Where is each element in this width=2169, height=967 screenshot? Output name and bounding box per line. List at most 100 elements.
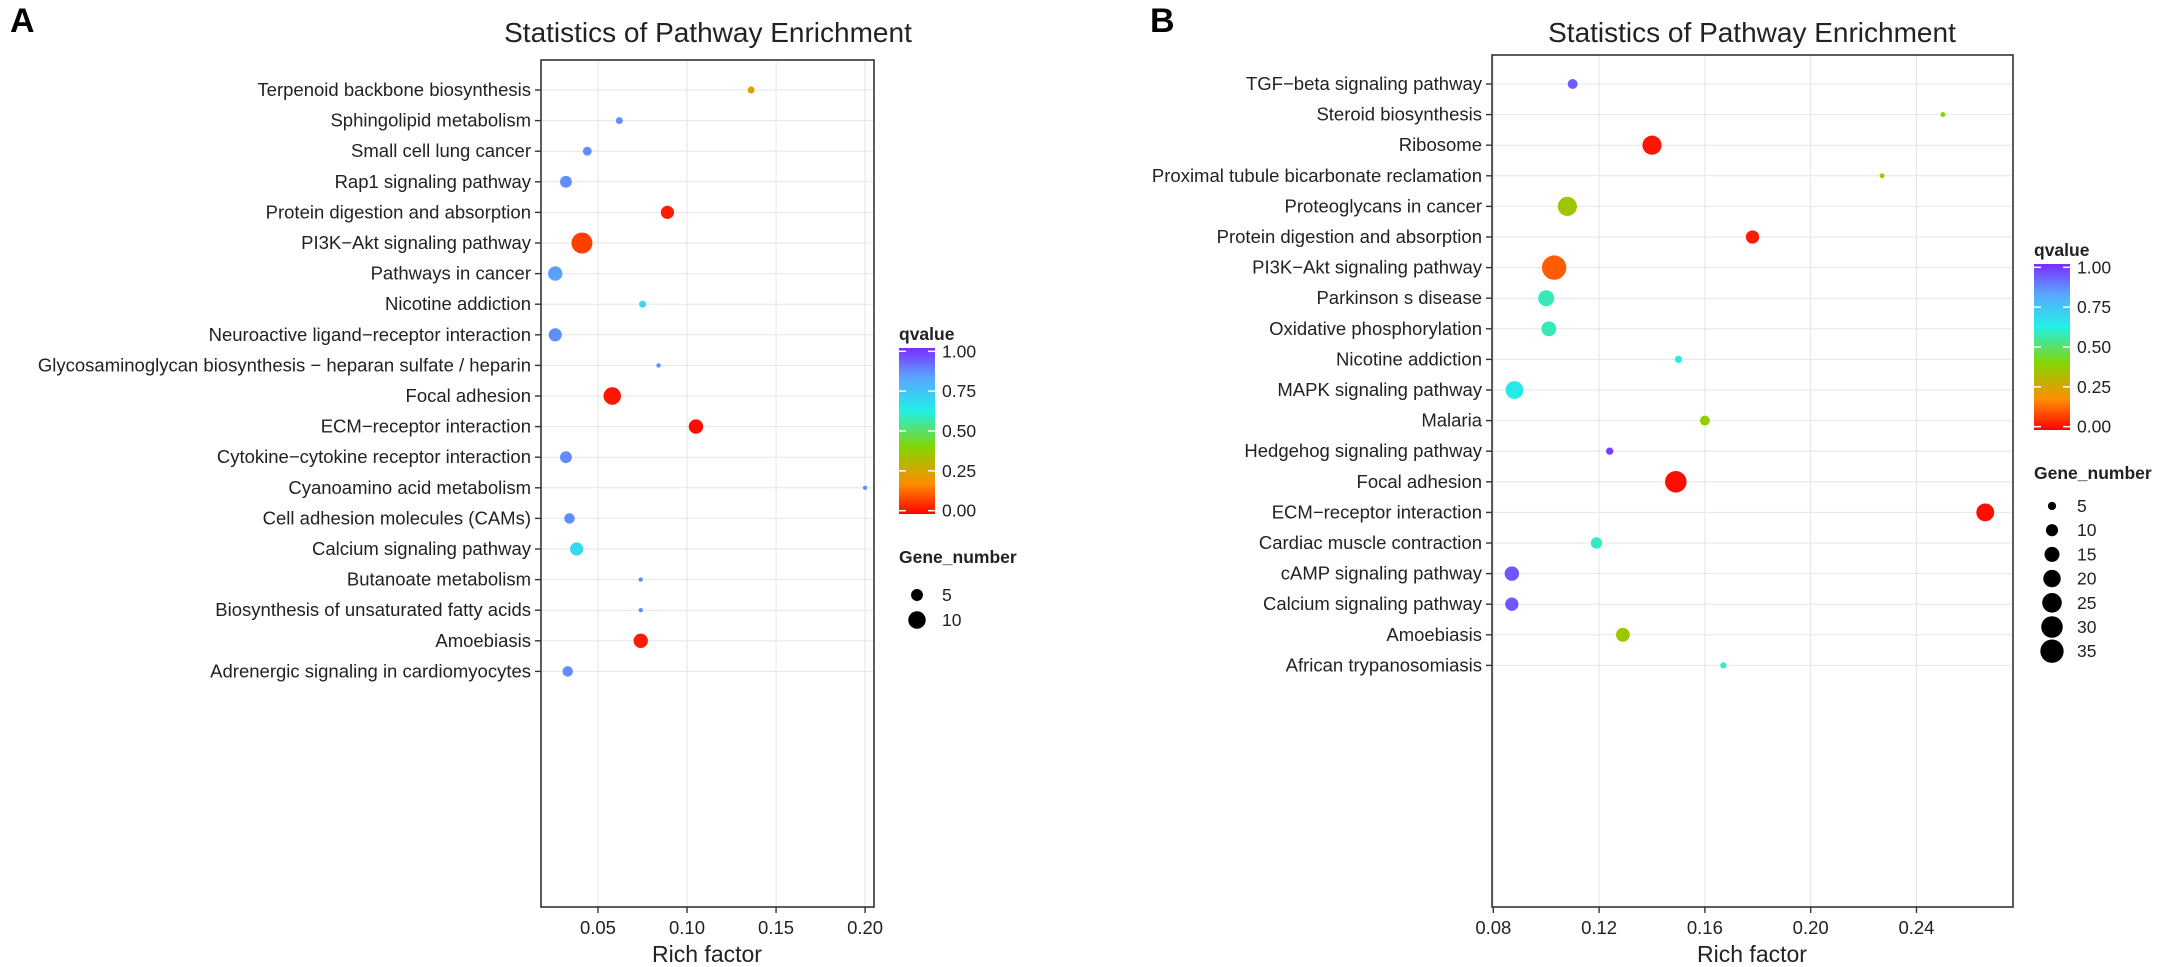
data-point [688, 419, 704, 434]
colorbar-tick-label: 0.00 [942, 501, 976, 521]
pathway-label: Nicotine addiction [1336, 348, 1482, 369]
panel-a-gridlines [541, 60, 874, 907]
panel-b-qvalue-legend-title: qvalue [2034, 240, 2090, 260]
gene-number-key-dot [2047, 501, 2057, 511]
pathway-label: Cell adhesion molecules (CAMs) [263, 507, 531, 528]
panel-b-gene-number-legend-title: Gene_number [2034, 463, 2152, 483]
data-point [862, 485, 868, 490]
gene-number-key-label: 35 [2077, 641, 2096, 661]
data-point [564, 513, 575, 524]
panel-a-x-ticks: 0.05 0.10 0.15 0.20 [580, 907, 883, 938]
pathway-label: Rap1 signaling pathway [335, 171, 532, 192]
panel-a-x-axis-title: Rich factor [652, 941, 762, 967]
colorbar-tick-label: 0.25 [942, 461, 976, 481]
panel-a-qvalue-legend: qvalue 1.00 0.75 0.50 0.25 0.00 [899, 324, 976, 521]
panel-b-x-ticks: 0.08 0.12 0.16 0.20 0.24 [1475, 907, 1934, 938]
panel-b-gene-number-keys: 5 10 15 20 25 30 35 [2040, 496, 2097, 663]
panel-a-gene-number-legend-title: Gene_number [899, 547, 1017, 567]
pathway-label: MAPK signaling pathway [1277, 379, 1482, 400]
data-point [548, 328, 562, 342]
pathway-label: Calcium signaling pathway [1263, 593, 1483, 614]
pathway-label: Steroid biosynthesis [1316, 104, 1482, 125]
gene-number-key-dot [2045, 524, 2059, 537]
panel-a-plot-background [541, 60, 874, 907]
pathway-label: African trypanosomiasis [1286, 654, 1482, 675]
panel-b-plot-frame [1491, 54, 2014, 908]
data-point [1720, 662, 1727, 669]
data-point [1615, 627, 1630, 642]
pathway-label: Glycosaminoglycan biosynthesis − heparan… [38, 354, 531, 375]
data-point [1505, 381, 1524, 399]
gene-number-key-label: 10 [942, 610, 962, 630]
pathway-label: Cyanoamino acid metabolism [288, 477, 531, 498]
data-point [1590, 537, 1603, 549]
pathway-label: Nicotine addiction [385, 293, 531, 314]
data-point [1504, 566, 1520, 581]
panel-a-plot-frame [540, 59, 875, 908]
data-point [633, 633, 648, 648]
x-tick-label: 0.24 [1898, 917, 1934, 938]
panel-a-qvalue-legend-title: qvalue [899, 324, 955, 344]
gene-number-key-label: 30 [2077, 617, 2097, 637]
data-point [656, 363, 661, 368]
pathway-label: Protein digestion and absorption [1217, 226, 1482, 247]
colorbar-tick-label: 0.75 [942, 381, 976, 401]
data-point [1538, 290, 1555, 307]
data-point [1567, 79, 1578, 89]
gene-number-key-label: 15 [2077, 544, 2096, 564]
colorbar-tick-label: 0.00 [2077, 417, 2111, 437]
gene-number-key-label: 20 [2077, 569, 2097, 589]
x-tick-label: 0.20 [1793, 917, 1829, 938]
panel-b-gridlines [1492, 55, 2013, 907]
panel-a-title: Statistics of Pathway Enrichment [504, 17, 912, 48]
pathway-label: Oxidative phosphorylation [1269, 318, 1482, 339]
data-point [1745, 230, 1760, 244]
panel-b-letter: B [1150, 2, 1175, 40]
pathway-label: PI3K−Akt signaling pathway [1252, 257, 1483, 278]
pathway-label: cAMP signaling pathway [1281, 563, 1483, 584]
data-point [1699, 415, 1710, 426]
pathway-label: Ribosome [1399, 134, 1482, 155]
colorbar-tick-label: 0.50 [942, 421, 976, 441]
data-point [1879, 173, 1885, 179]
data-point [603, 387, 621, 405]
data-point [639, 300, 646, 308]
data-point [638, 608, 643, 613]
pathway-label: Small cell lung cancer [351, 140, 531, 161]
pathway-label: Amoebiasis [1386, 624, 1482, 645]
data-point [562, 666, 573, 677]
pathway-label: Neuroactive ligand−receptor interaction [209, 324, 531, 345]
panel-b-qvalue-ticks: 1.00 0.75 0.50 0.25 0.00 [2034, 257, 2111, 437]
panel-a-gene-number-legend: Gene_number 5 10 [899, 547, 1017, 630]
data-point [1976, 503, 1995, 522]
data-point [1642, 135, 1662, 155]
colorbar-tick-label: 0.50 [2077, 337, 2111, 357]
panel-b-qvalue-legend: qvalue 1.00 0.75 0.50 0.25 0.00 [2034, 240, 2111, 437]
panel-b-pathway-labels: TGF−beta signaling pathway Steroid biosyn… [1152, 73, 1492, 675]
data-point [1541, 321, 1557, 337]
panel-b: B Statistics of Pathway Enrichment TGF−b… [1150, 2, 2152, 967]
pathway-label: Hedgehog signaling pathway [1244, 440, 1482, 461]
panel-b-plot-background [1492, 55, 2013, 907]
data-point [1557, 196, 1577, 216]
data-point [570, 542, 584, 556]
panel-a: A Statistics of Pathway Enrichment Terpe… [10, 2, 1017, 967]
pathway-label: ECM−receptor interaction [1272, 501, 1482, 522]
data-point [559, 451, 572, 464]
pathway-label: Terpenoid backbone biosynthesis [257, 79, 531, 100]
pathway-label: Biosynthesis of unsaturated fatty acids [215, 599, 531, 620]
gene-number-key-dot [911, 589, 923, 601]
pathway-label: Focal adhesion [406, 385, 531, 406]
panel-a-pathway-labels: Terpenoid backbone biosynthesis Sphingoli… [38, 79, 541, 681]
pathway-label: Malaria [1421, 410, 1482, 431]
gene-number-key-dot [2043, 569, 2061, 588]
colorbar-tick-label: 1.00 [2077, 257, 2111, 277]
gene-number-key-dot [908, 611, 926, 629]
panel-a-letter: A [10, 2, 35, 40]
pathway-label: Pathways in cancer [371, 263, 531, 284]
gene-number-key-label: 10 [2077, 520, 2097, 540]
x-tick-label: 0.20 [847, 917, 883, 938]
gene-number-key-label: 5 [942, 585, 952, 605]
colorbar-tick-label: 0.75 [2077, 297, 2111, 317]
